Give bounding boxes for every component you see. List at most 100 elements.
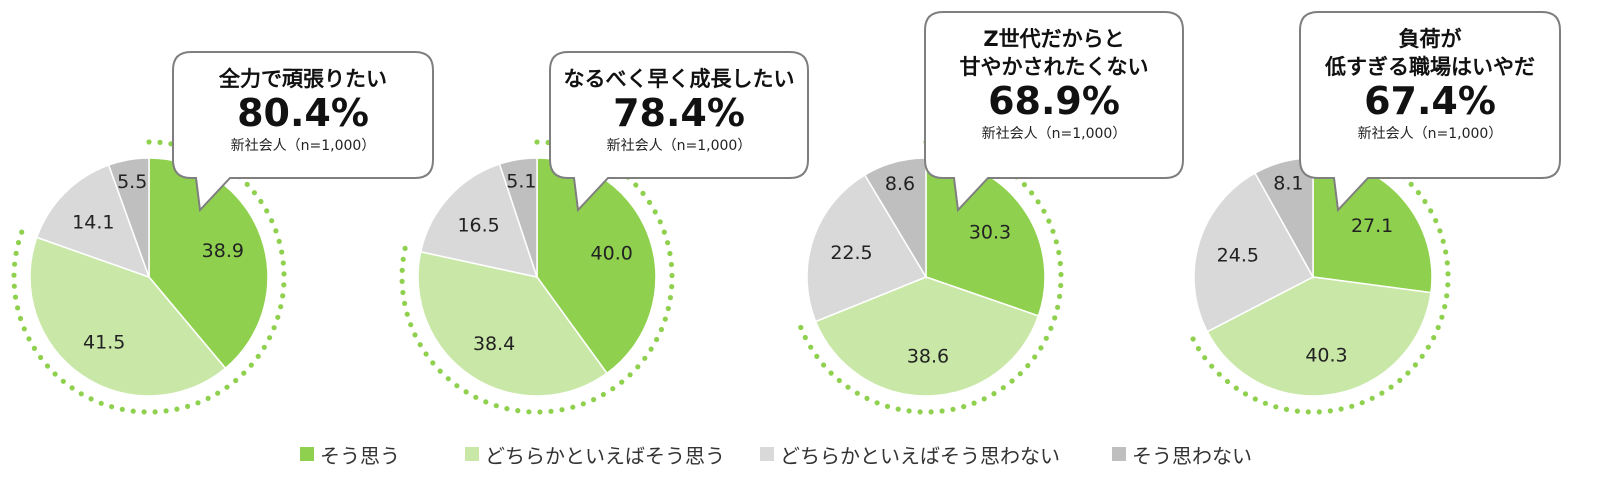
- ring-dot: [874, 400, 880, 406]
- ring-dot: [669, 272, 675, 279]
- slice-somewhat-disagree: [806, 173, 928, 323]
- ring-dot: [1242, 391, 1249, 397]
- callout-title: 低すぎる職場はいやだ: [1324, 55, 1535, 79]
- ring-dot: [78, 391, 84, 397]
- ring-dot: [244, 181, 250, 187]
- ring-dot: [658, 326, 665, 333]
- ring-dot: [473, 394, 479, 400]
- legend-item-agree: そう思う: [300, 436, 400, 472]
- ring-dot: [906, 408, 912, 414]
- ring-dot: [269, 218, 275, 224]
- ring-dot: [1052, 315, 1058, 321]
- ring-dot: [280, 260, 286, 266]
- ring-dot: [152, 409, 158, 415]
- ring-dot: [163, 408, 169, 414]
- ring-dot: [11, 272, 17, 278]
- ring-dot: [52, 371, 58, 377]
- ring-dot: [971, 400, 977, 406]
- ring-dot: [1021, 182, 1027, 188]
- ring-dot: [19, 229, 25, 235]
- ring-dot: [648, 346, 654, 352]
- ring-dot: [399, 278, 405, 284]
- ring-dot: [1435, 324, 1441, 331]
- ring-dot: [1444, 293, 1450, 299]
- legend-swatch: [1112, 447, 1126, 461]
- ring-dot: [619, 379, 625, 385]
- ring-dot: [275, 314, 281, 320]
- ring-dot: [640, 190, 646, 196]
- ring-dot: [939, 408, 945, 414]
- callout-sample-size: 新社会人（n=1,000）: [607, 138, 752, 154]
- legend-label: どちらかといえばそう思わない: [780, 443, 1060, 468]
- ring-dot: [917, 409, 923, 415]
- slice-value-label: 40.3: [1305, 344, 1347, 366]
- ring-dot: [11, 283, 17, 289]
- callout-sample-size: 新社会人（n=1,000）: [982, 126, 1127, 142]
- ring-dot: [667, 250, 673, 257]
- ring-dot: [895, 406, 901, 412]
- ring-dot: [98, 400, 104, 406]
- slice-value-label: 5.5: [117, 171, 147, 193]
- ring-dot: [854, 390, 860, 396]
- slice-value-label: 5.1: [506, 171, 536, 193]
- ring-dot: [591, 397, 597, 403]
- ring-dot: [276, 238, 282, 244]
- ring-dot: [665, 240, 671, 246]
- callout-title: 全力で頑張りたい: [218, 67, 387, 91]
- callout-title: 甘やかされたくない: [960, 55, 1149, 79]
- ring-dot: [1425, 344, 1431, 350]
- ring-dot: [991, 391, 997, 397]
- ring-dot: [1224, 378, 1231, 385]
- ring-dot: [600, 391, 607, 398]
- ring-dot: [483, 399, 489, 405]
- ring-dot: [423, 351, 429, 357]
- ring-dot: [1408, 181, 1414, 187]
- ring-dot: [109, 404, 115, 410]
- ring-dot: [828, 370, 834, 376]
- callout-percentage: 68.9%: [988, 79, 1120, 123]
- ring-dot: [60, 378, 66, 384]
- ring-dot: [504, 406, 510, 412]
- callout-title: 負荷が: [1399, 27, 1462, 51]
- ring-dot: [412, 332, 418, 338]
- ring-dot: [280, 293, 286, 299]
- ring-dot: [185, 403, 191, 409]
- ring-dot: [537, 409, 543, 415]
- callout-bubble: [172, 51, 434, 213]
- ring-dot: [233, 377, 239, 384]
- ring-dot: [1056, 249, 1062, 256]
- ring-dot: [437, 368, 443, 374]
- slice-somewhat-disagree: [419, 163, 539, 279]
- ring-dot: [1233, 385, 1239, 391]
- slice-value-label: 38.6: [907, 346, 949, 368]
- ring-dot: [261, 344, 267, 350]
- ring-dot: [17, 315, 24, 322]
- ring-dot: [205, 395, 211, 401]
- ring-dot: [654, 336, 660, 343]
- ring-dot: [1050, 228, 1056, 234]
- chart-legend: そう思う どちらかといえばそう思う どちらかといえばそう思わない そう思わない: [0, 436, 1600, 472]
- slice-value-label: 24.5: [1217, 244, 1259, 266]
- ring-dot: [281, 271, 287, 277]
- ring-dot: [1294, 408, 1300, 414]
- ring-dot: [279, 249, 285, 255]
- ring-dot: [559, 407, 565, 413]
- ring-dot: [1216, 371, 1222, 377]
- ring-dot: [548, 408, 554, 414]
- ring-dot: [1445, 282, 1451, 288]
- ring-dot: [1442, 304, 1448, 310]
- ring-dot: [267, 335, 273, 341]
- ring-dot: [146, 139, 152, 145]
- ring-dot: [255, 353, 261, 359]
- ring-dot: [1359, 400, 1365, 406]
- ring-dot: [1405, 370, 1411, 376]
- ring-dot: [1000, 385, 1006, 391]
- ring-dot: [1305, 409, 1311, 415]
- ring-dot: [402, 245, 408, 251]
- ring-dot: [610, 386, 616, 392]
- slice-disagree: [107, 157, 150, 278]
- ring-dot: [278, 304, 284, 310]
